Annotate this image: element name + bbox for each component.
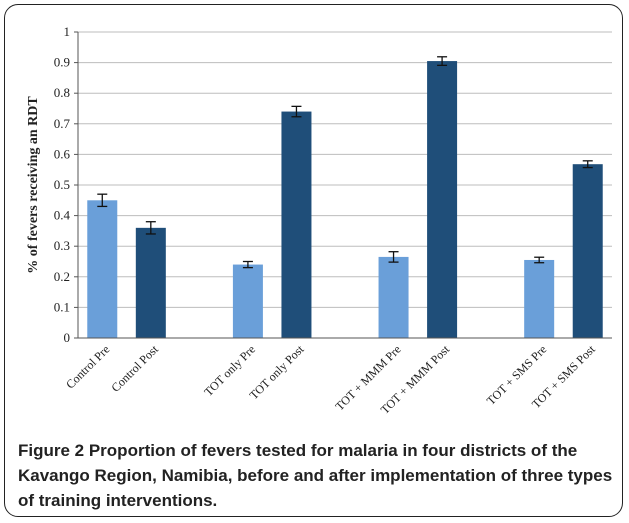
error-bar (145, 221, 156, 235)
y-tick-label: 0.3 (54, 238, 70, 253)
error-bar (388, 251, 399, 263)
x-tick-label: Control Pre (63, 342, 112, 391)
y-tick-label: 0.8 (54, 85, 70, 100)
figure-caption: Figure 2 Proportion of fevers tested for… (18, 438, 614, 513)
bar (427, 61, 458, 338)
y-tick-label: 0 (64, 330, 71, 345)
error-bar (437, 56, 448, 67)
bar (281, 111, 312, 338)
y-tick-label: 0.7 (54, 116, 71, 131)
error-bar (97, 193, 108, 208)
bars (87, 61, 603, 338)
y-axis-label: % of fevers receiving an RDT (26, 96, 41, 274)
bar (524, 259, 555, 338)
error-bar (534, 256, 545, 264)
grid-lines (78, 31, 612, 308)
bar (378, 256, 409, 338)
error-bars (97, 56, 593, 269)
error-bar (582, 160, 593, 169)
error-bar (242, 260, 253, 269)
bar (87, 200, 118, 338)
y-tick-label: 0.2 (54, 269, 70, 284)
bar (572, 164, 603, 338)
bar (232, 264, 263, 338)
y-tick-label: 0.4 (54, 208, 71, 223)
bar (135, 227, 166, 338)
y-tick-label: 0.9 (54, 55, 70, 70)
y-tick-labels: 0 0.1 0.2 0.3 0.4 0.5 0.6 0.7 0.8 0.9 1 (54, 24, 78, 345)
figure-label: Figure 2 (18, 441, 85, 460)
y-tick-label: 0.5 (54, 177, 70, 192)
x-tick-label: Control Post (108, 342, 161, 395)
y-tick-label: 0.6 (54, 146, 71, 161)
y-tick-label: 0.1 (54, 299, 70, 314)
bar-chart: 0 0.1 0.2 0.3 0.4 0.5 0.6 0.7 0.8 0.9 1 Control Pr… (26, 24, 612, 417)
error-bar (291, 105, 302, 118)
figure-caption-text: Proportion of fevers tested for malaria … (18, 441, 613, 510)
y-tick-label: 1 (64, 24, 71, 39)
